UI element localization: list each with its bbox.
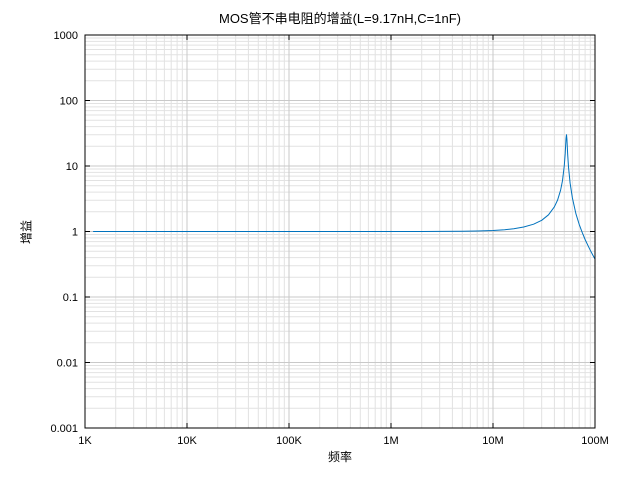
y-tick-label: 1000 <box>54 30 78 42</box>
x-tick-label: 10M <box>482 435 503 447</box>
x-axis-label: 频率 <box>327 450 352 464</box>
y-tick-label: 0.001 <box>50 423 78 435</box>
gain-curve <box>93 134 596 260</box>
y-tick-label: 1 <box>72 227 78 239</box>
y-tick-label: 0.1 <box>63 292 78 304</box>
y-tick-label: 100 <box>60 96 78 108</box>
y-tick-label: 0.01 <box>57 358 78 370</box>
y-tick-label: 10 <box>66 161 78 173</box>
y-tick-labels: 1000 100 10 1 0.1 0.01 0.001 <box>50 30 78 435</box>
x-tick-label: 1K <box>78 435 92 447</box>
y-axis-label: 增益 <box>19 219 34 245</box>
tick-marks <box>84 34 596 429</box>
x-tick-label: 100M <box>581 435 609 447</box>
x-tick-label: 10K <box>177 435 197 447</box>
x-tick-labels: 1K 10K 100K 1M 10M 100M <box>78 435 609 447</box>
chart-title: MOS管不串电阻的增益(L=9.17nH,C=1nF) <box>218 11 461 26</box>
x-tick-label: 1M <box>383 435 398 447</box>
x-tick-label: 100K <box>276 435 302 447</box>
